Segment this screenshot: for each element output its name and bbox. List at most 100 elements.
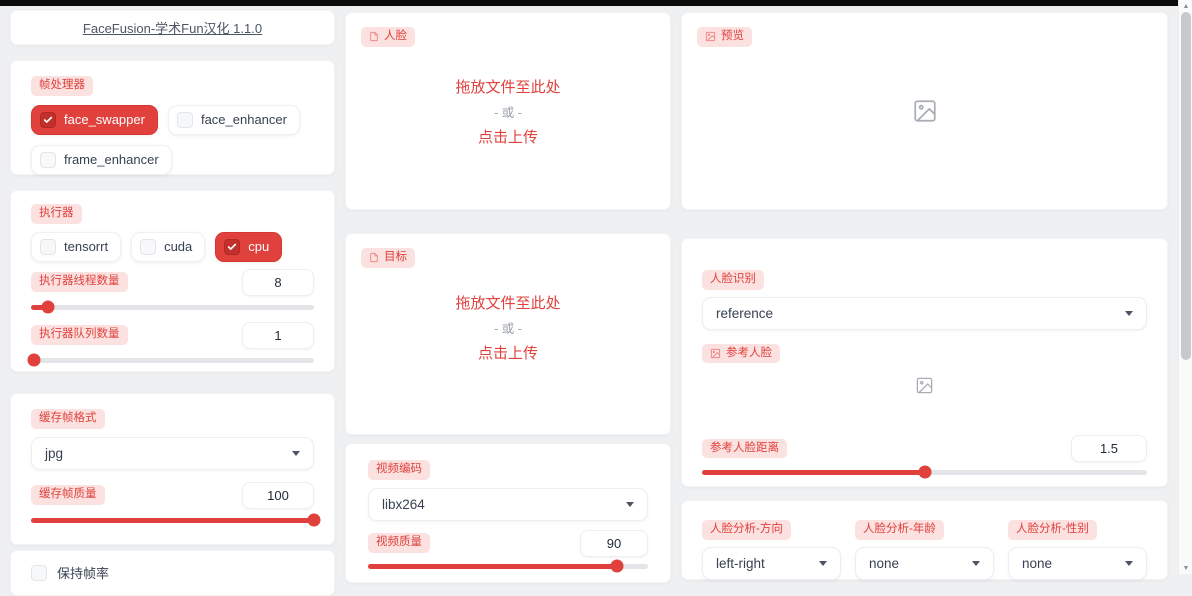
slider-knob[interactable]	[918, 465, 931, 479]
reference-distance-header: 参考人脸距离 1.5	[702, 434, 1147, 462]
execution-providers-label: 执行器	[31, 204, 82, 224]
queue-count-header: 执行器队列数量 1	[31, 321, 314, 349]
page-scrollbar[interactable]: ▲ ▼	[1178, 0, 1192, 574]
temp-frame-quality-header: 缓存帧质量 100	[31, 481, 314, 509]
checkbox-tensorrt[interactable]: tensorrt	[31, 231, 122, 262]
chevron-down-icon	[1125, 310, 1133, 316]
video-quality-input[interactable]: 90	[580, 529, 648, 557]
thread-count-header: 执行器线程数量 8	[31, 268, 314, 296]
slider-knob[interactable]	[307, 513, 321, 527]
frame-processor-card: 帧处理器 face_swapper face_enhancer frame_en…	[10, 60, 335, 175]
dropdown-value: none	[1022, 555, 1053, 571]
preview-card: 预览	[681, 12, 1168, 210]
click-upload-link[interactable]: 点击上传	[477, 128, 538, 146]
dropdown-value: libx264	[382, 496, 425, 512]
file-icon	[370, 32, 378, 42]
drop-or-text: - 或 -	[494, 321, 522, 336]
face-analyser-age: 人脸分析-年龄 none	[855, 519, 994, 580]
frame-processor-options: face_swapper face_enhancer frame_enhance…	[31, 104, 314, 175]
face-analyser-grid: 人脸分析-方向 left-right 人脸分析-年龄 none 人脸分析-性别 …	[702, 519, 1147, 580]
dropdown-value: left-right	[716, 555, 765, 571]
thread-count-label: 执行器线程数量	[31, 272, 128, 292]
checkbox-label: 保持帧率	[57, 566, 110, 581]
slider-knob[interactable]	[27, 353, 41, 367]
face-analyser-direction: 人脸分析-方向 left-right	[702, 519, 841, 580]
checkbox-cpu[interactable]: cpu	[215, 231, 283, 262]
slider-knob[interactable]	[41, 300, 55, 314]
title-card: FaceFusion-学术Fun汉化 1.1.0	[10, 10, 335, 45]
checkbox-label: cpu	[248, 239, 270, 254]
scroll-up-arrow[interactable]: ▲	[1182, 2, 1190, 10]
keep-fps-checkbox[interactable]: 保持帧率	[31, 563, 314, 582]
temp-frame-quality-input[interactable]: 100	[242, 481, 314, 509]
preview-label: 预览	[697, 27, 752, 47]
chevron-down-icon	[292, 450, 300, 456]
dropdown-value: jpg	[45, 445, 64, 461]
click-upload-link[interactable]: 点击上传	[477, 344, 538, 362]
dropdown-value: none	[869, 555, 900, 571]
app-title-link[interactable]: FaceFusion-学术Fun汉化 1.1.0	[82, 21, 263, 36]
video-encoder-label: 视频编码	[368, 460, 430, 480]
target-upload-card: 拖放文件至此处 - 或 - 点击上传 目标	[345, 233, 671, 435]
preview-empty-placeholder	[682, 13, 1167, 209]
checkbox-checked-icon	[224, 238, 241, 255]
file-icon	[370, 253, 378, 263]
face-recognition-label: 人脸识别	[702, 270, 764, 290]
analyser-age-dropdown[interactable]: none	[855, 546, 994, 580]
source-dropzone[interactable]: 拖放文件至此处 - 或 - 点击上传	[346, 13, 670, 209]
slider-knob[interactable]	[610, 559, 624, 573]
analyser-gender-dropdown[interactable]: none	[1008, 546, 1147, 580]
face-recognition-dropdown[interactable]: reference	[702, 296, 1147, 330]
checkbox-unchecked-icon	[31, 564, 47, 581]
checkbox-cuda[interactable]: cuda	[131, 231, 206, 262]
face-recognition-card: 人脸识别 reference 参考人脸 参考人脸距离 1.5	[681, 238, 1168, 487]
queue-count-input[interactable]: 1	[242, 321, 314, 349]
image-icon	[710, 348, 721, 358]
scroll-down-arrow[interactable]: ▼	[1182, 564, 1190, 572]
checkbox-unchecked-icon	[40, 238, 56, 255]
face-analyser-gender: 人脸分析-性别 none	[1008, 519, 1147, 580]
image-placeholder-icon	[913, 100, 936, 122]
reference-distance-input[interactable]: 1.5	[1071, 434, 1147, 462]
execution-card: 执行器 tensorrt cuda cpu 执行器线程数量 8 执行器队列数量 …	[10, 190, 335, 372]
target-dropzone[interactable]: 拖放文件至此处 - 或 - 点击上传	[346, 234, 670, 434]
analyser-gender-label: 人脸分析-性别	[1008, 520, 1097, 540]
video-encoder-dropdown[interactable]: libx264	[368, 487, 648, 521]
checkbox-label: face_swapper	[64, 112, 145, 127]
checkbox-face-swapper[interactable]: face_swapper	[31, 104, 158, 135]
chevron-down-icon	[1125, 560, 1133, 566]
checkbox-frame-enhancer[interactable]: frame_enhancer	[31, 144, 172, 175]
checkbox-label: cuda	[164, 239, 193, 254]
checkbox-unchecked-icon	[40, 151, 56, 168]
checkbox-unchecked-icon	[176, 111, 193, 128]
image-placeholder-icon	[916, 377, 933, 394]
face-analyser-card: 人脸分析-方向 left-right 人脸分析-年龄 none 人脸分析-性别 …	[681, 500, 1168, 580]
analyser-direction-dropdown[interactable]: left-right	[702, 546, 841, 580]
source-label: 人脸	[361, 27, 415, 47]
image-icon	[705, 32, 716, 42]
slider-fill	[31, 304, 48, 310]
temp-frame-quality-label: 缓存帧质量	[31, 485, 105, 505]
top-black-bar	[0, 0, 1178, 6]
temp-frame-format-label: 缓存帧格式	[31, 409, 105, 429]
slider-fill	[31, 517, 314, 523]
checkbox-face-enhancer[interactable]: face_enhancer	[167, 104, 300, 135]
checkbox-label: frame_enhancer	[64, 152, 159, 167]
drop-or-text: - 或 -	[494, 105, 522, 120]
reference-distance-slider[interactable]	[702, 465, 1147, 479]
frame-processor-label: 帧处理器	[31, 76, 93, 96]
queue-count-label: 执行器队列数量	[31, 325, 128, 345]
temp-frame-format-dropdown[interactable]: jpg	[31, 436, 314, 470]
queue-count-slider[interactable]	[27, 353, 314, 367]
scrollbar-thumb[interactable]	[1181, 12, 1191, 360]
slider-fill	[702, 469, 925, 475]
checkbox-checked-icon	[40, 111, 56, 128]
reference-face-label: 参考人脸	[702, 343, 780, 363]
video-quality-header: 视频质量 90	[368, 529, 648, 557]
thread-count-input[interactable]: 8	[242, 268, 314, 296]
thread-count-slider[interactable]	[31, 300, 314, 314]
video-quality-label: 视频质量	[368, 533, 430, 553]
temp-frame-quality-slider[interactable]	[31, 513, 321, 527]
chevron-down-icon	[626, 501, 634, 507]
video-quality-slider[interactable]	[368, 559, 648, 573]
